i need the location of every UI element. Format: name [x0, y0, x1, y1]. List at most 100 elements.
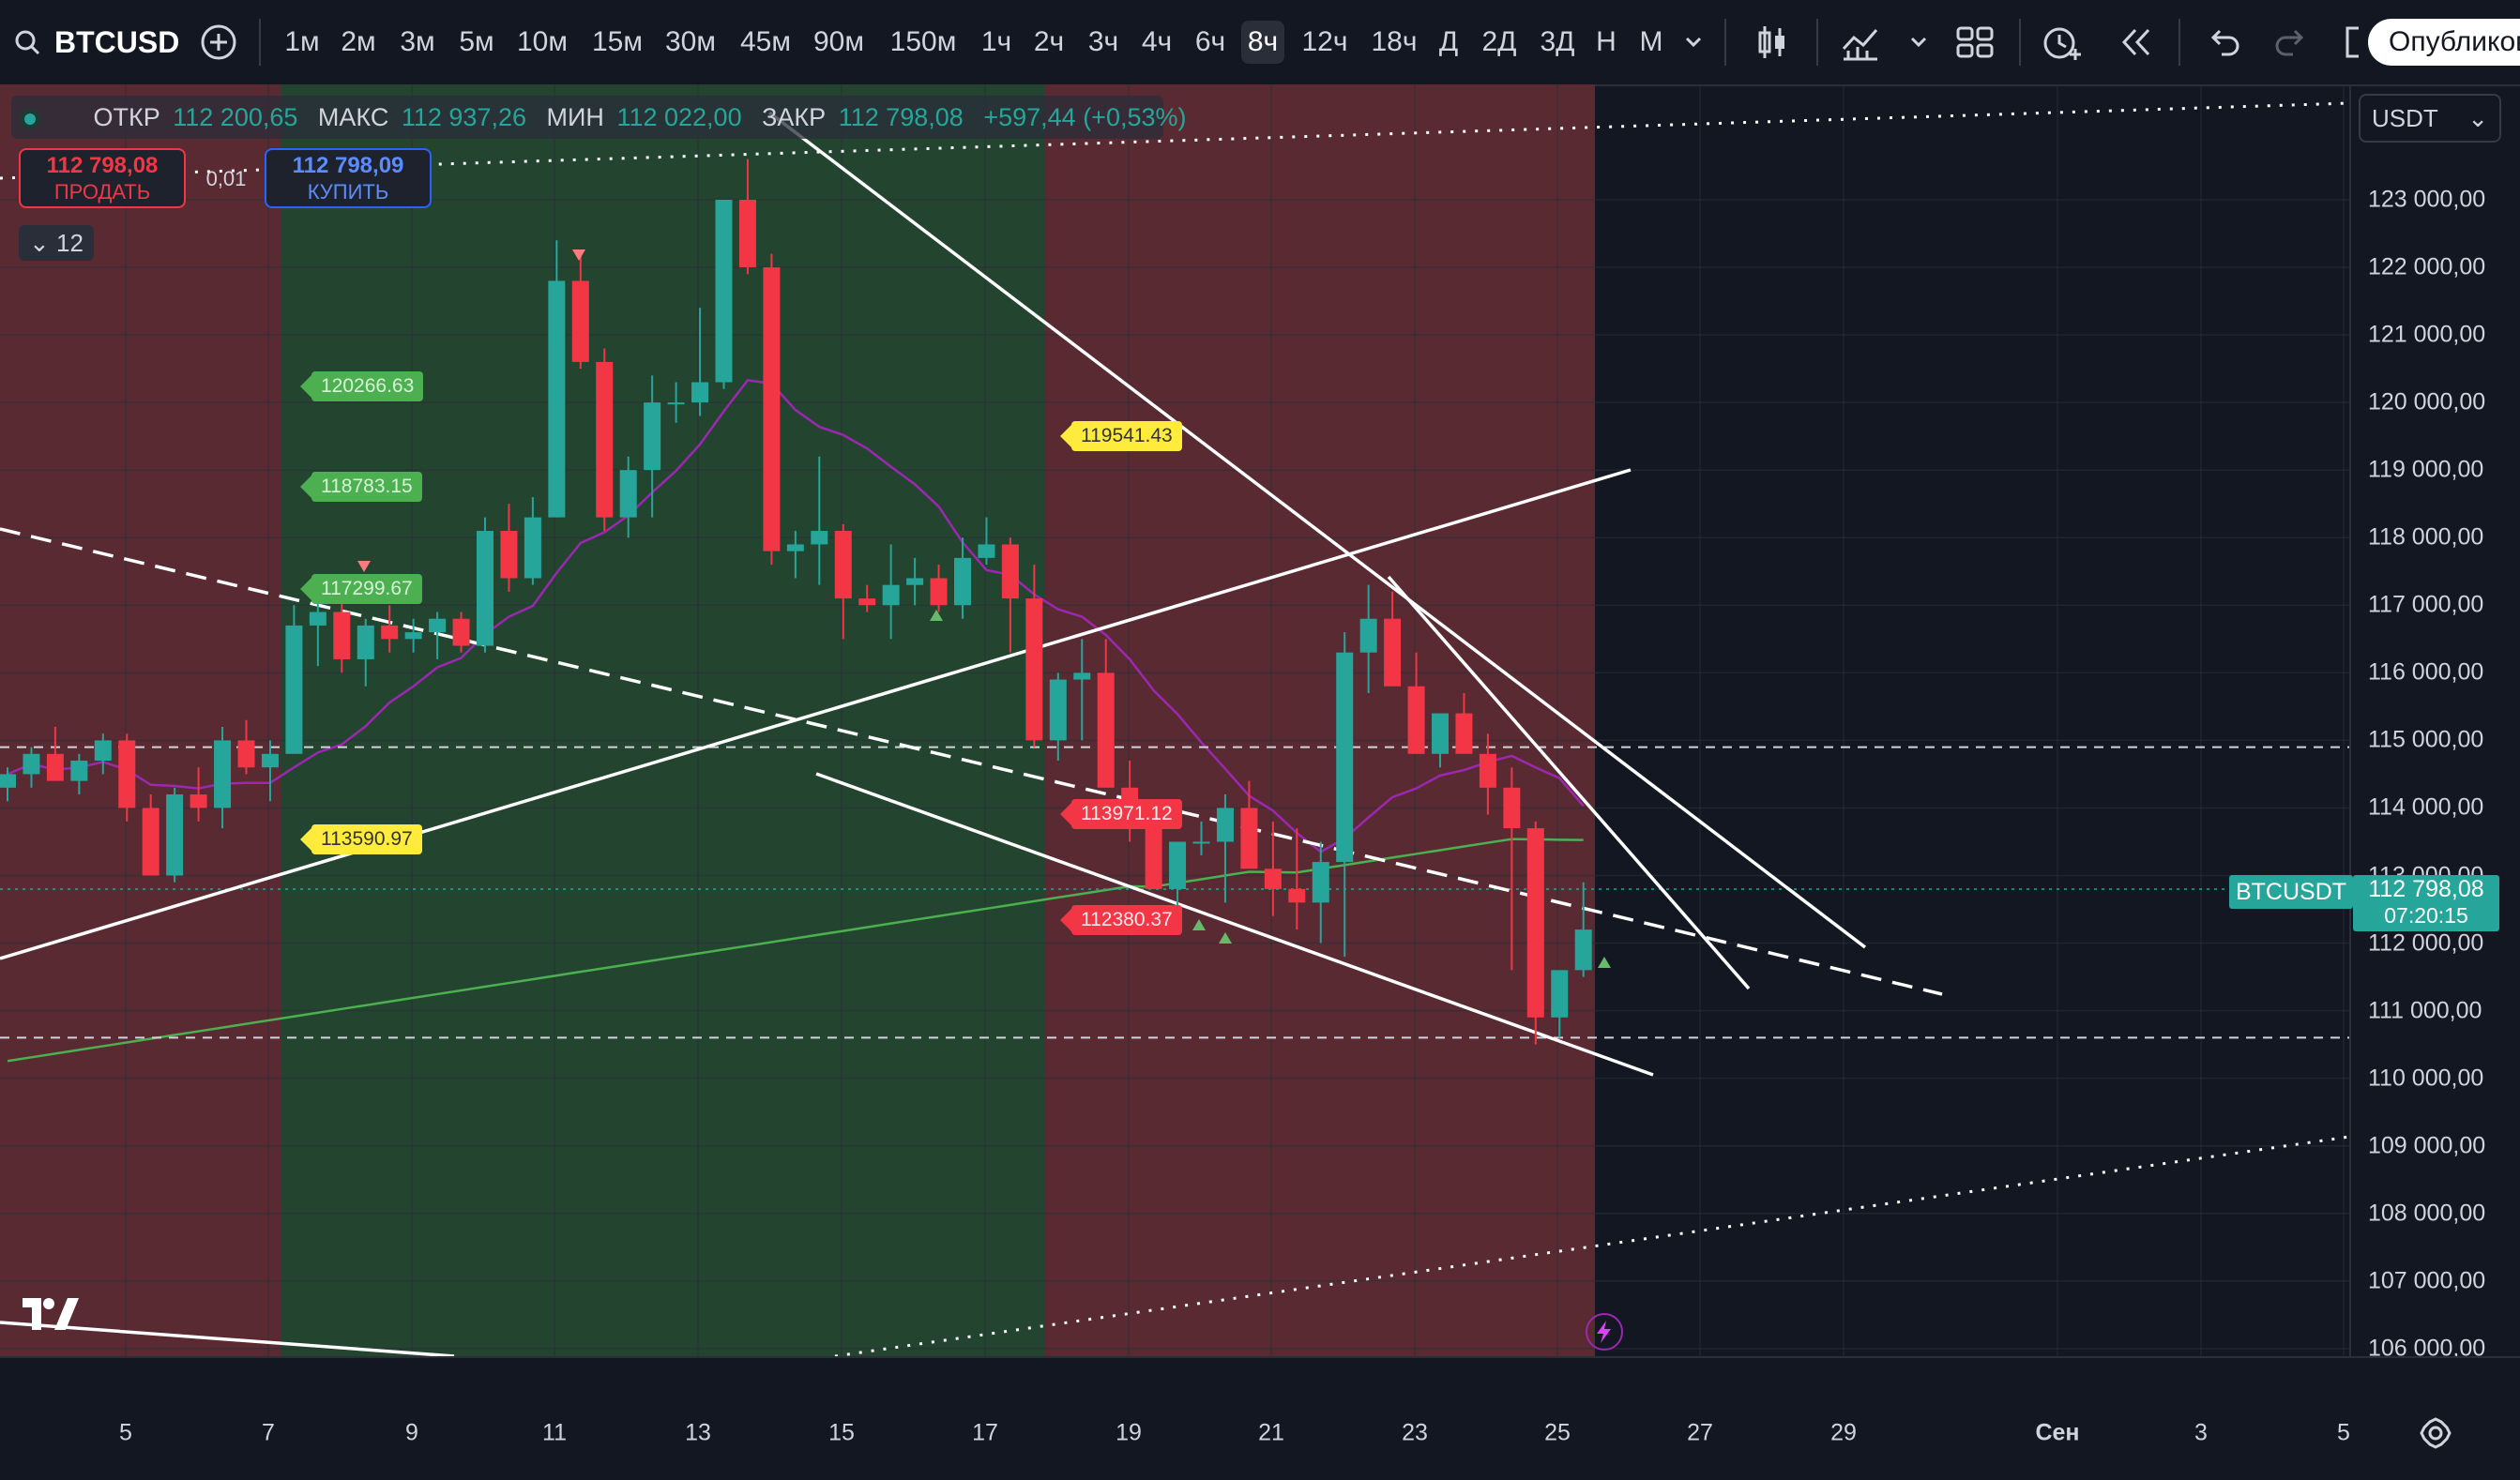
red-zone	[0, 84, 281, 1356]
candle-down	[46, 753, 64, 781]
price-scale[interactable]	[2349, 84, 2520, 1356]
interval-21-button[interactable]: 3Д	[1540, 26, 1575, 57]
interval-6-button[interactable]: 15м	[592, 26, 643, 57]
interval-17-button[interactable]: 12ч	[1301, 26, 1348, 57]
interval-dropdown-icon[interactable]	[1679, 21, 1708, 64]
price-tick-label: 123 000,00	[2368, 186, 2486, 213]
interval-9-button[interactable]: 90м	[813, 26, 864, 57]
alert-icon[interactable]	[2040, 21, 2083, 64]
close-label: ЗАКР	[762, 103, 827, 131]
chevron-down-icon: ⌄	[29, 229, 50, 257]
price-flag-red[interactable]: 113971.12	[1060, 799, 1182, 829]
candle-up	[477, 531, 493, 646]
redo-icon[interactable]	[2270, 21, 2314, 64]
time-tick-label: 21	[1258, 1419, 1284, 1446]
sell-signal-triangle	[572, 249, 585, 261]
search-icon[interactable]	[13, 21, 41, 64]
interval-10-button[interactable]: 150м	[889, 26, 957, 57]
candle-down	[763, 267, 781, 551]
interval-8-button[interactable]: 45м	[740, 26, 791, 57]
candle-up	[1312, 862, 1329, 903]
candle-down	[190, 794, 207, 808]
price-flag-green[interactable]: 118783.15	[300, 472, 422, 502]
price-chart[interactable]	[0, 84, 2349, 1356]
candle-up	[23, 753, 40, 775]
indicators-toggle[interactable]: ⌄ 12	[19, 225, 94, 261]
interval-7-button[interactable]: 30м	[665, 26, 716, 57]
candle-up	[715, 200, 733, 383]
buy-signal-triangle	[1219, 932, 1232, 944]
candle-down	[1526, 828, 1544, 1018]
candle-down	[237, 740, 255, 768]
interval-22-button[interactable]: Н	[1596, 26, 1617, 57]
interval-23-button[interactable]: М	[1639, 26, 1663, 57]
candle-up	[429, 618, 447, 633]
symbol-name[interactable]: BTCUSD	[54, 25, 180, 59]
red-zone	[1045, 84, 1595, 1356]
candle-up	[1049, 679, 1067, 741]
legend-eye-icon[interactable]	[11, 96, 49, 139]
interval-4-button[interactable]: 5м	[459, 26, 494, 57]
price-flag-green[interactable]: 120266.63	[299, 371, 424, 401]
candle-up	[1336, 652, 1354, 863]
candle-up	[691, 382, 709, 403]
interval-19-button[interactable]: Д	[1438, 26, 1459, 57]
candle-down	[142, 808, 159, 876]
trend-line	[767, 111, 1867, 949]
candle-down	[1503, 787, 1521, 829]
price-flag-red[interactable]: 112380.37	[1060, 905, 1182, 935]
interval-18-button[interactable]: 18ч	[1371, 26, 1418, 57]
bolt-icon[interactable]	[1586, 1313, 1623, 1351]
price-tick-label: 118 000,00	[2368, 523, 2484, 551]
candle-up	[524, 517, 541, 579]
open-value: 112 200,65	[173, 103, 298, 131]
price-tick-label: 109 000,00	[2368, 1132, 2486, 1159]
interval-14-button[interactable]: 4ч	[1141, 26, 1173, 57]
interval-1-button[interactable]: 1м	[284, 26, 320, 57]
candles-chart-type-icon[interactable]	[1751, 21, 1794, 64]
chart-pane[interactable]	[0, 84, 2349, 1356]
green-zone	[281, 84, 1045, 1356]
add-symbol-icon[interactable]	[197, 21, 240, 64]
interval-11-button[interactable]: 1ч	[980, 26, 1012, 57]
candle-up	[404, 632, 422, 640]
publish-button[interactable]: Опубликов	[2368, 19, 2520, 66]
candle-down	[381, 625, 399, 640]
candle-up	[214, 740, 232, 808]
time-scale[interactable]	[0, 1356, 2520, 1480]
layouts-icon[interactable]	[1953, 21, 1996, 64]
interval-2-button[interactable]: 2м	[341, 26, 376, 57]
price-flag-yellow[interactable]: 119541.43	[1060, 421, 1182, 451]
candle-down	[118, 740, 136, 808]
fullscreen-icon[interactable]	[2340, 21, 2362, 64]
candle-down	[333, 612, 351, 659]
spread-value: 0,01	[205, 167, 247, 190]
settings-gear-icon[interactable]	[2419, 1416, 2452, 1450]
candle-up	[285, 625, 303, 754]
candle-up	[619, 470, 637, 518]
time-tick-label: 29	[1830, 1419, 1857, 1446]
indicators-dropdown-icon[interactable]	[1905, 21, 1933, 64]
price-flag-yellow[interactable]: 113590.97	[300, 824, 422, 854]
candle-up	[882, 584, 900, 606]
candle-down	[834, 531, 852, 599]
price-flag-green[interactable]: 117299.67	[300, 574, 422, 604]
price-tick-label: 112 000,00	[2368, 929, 2484, 957]
interval-12-button[interactable]: 2ч	[1033, 26, 1065, 57]
interval-13-button[interactable]: 3ч	[1087, 26, 1119, 57]
indicators-icon[interactable]	[1839, 21, 1882, 64]
currency-select[interactable]: USDT ⌄	[2359, 94, 2501, 143]
close-value: 112 798,08	[838, 103, 964, 131]
ohlc-legend: ОТКР 112 200,65 МАКС 112 937,26 МИН 112 …	[11, 96, 1187, 139]
interval-5-button[interactable]: 10м	[517, 26, 568, 57]
sell-button[interactable]: 112 798,08 ПРОДАТЬ	[19, 148, 186, 208]
interval-15-button[interactable]: 6ч	[1194, 26, 1226, 57]
interval-20-button[interactable]: 2Д	[1481, 26, 1517, 57]
replay-icon[interactable]	[2115, 21, 2158, 64]
undo-icon[interactable]	[2201, 21, 2244, 64]
buy-button[interactable]: 112 798,09 КУПИТЬ	[265, 148, 432, 208]
interval-16-button[interactable]: 8ч	[1241, 21, 1284, 64]
candle-up	[1073, 672, 1091, 680]
candle-down	[1479, 753, 1496, 788]
interval-3-button[interactable]: 3м	[400, 26, 435, 57]
